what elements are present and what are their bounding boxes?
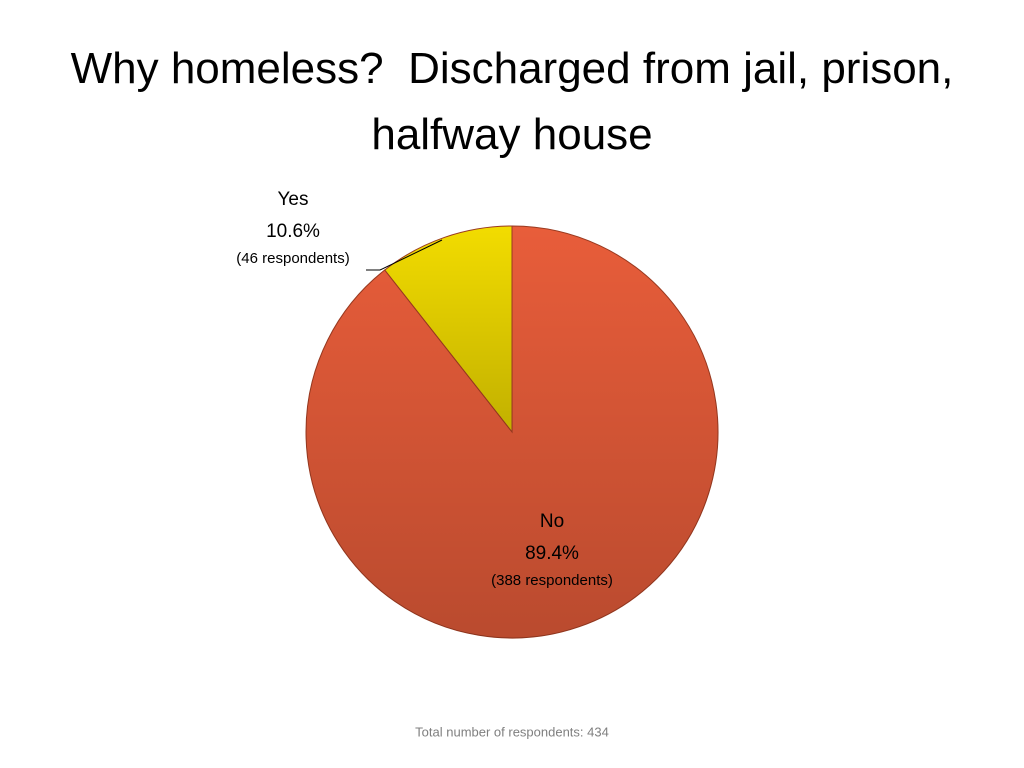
chart-title: Why homeless? Discharged from jail, pris…	[70, 44, 966, 159]
slice-category: Yes	[278, 189, 309, 210]
leader-line	[366, 239, 443, 271]
slice-category: No	[540, 511, 564, 532]
slice-value-label: 89.4%	[525, 543, 579, 564]
slice-value-label: 10.6%	[266, 221, 320, 242]
footnote: Total number of respondents: 434	[415, 724, 609, 739]
slice-count-label: (388 respondents)	[491, 572, 613, 589]
slice-count-label: (46 respondents)	[236, 250, 349, 267]
